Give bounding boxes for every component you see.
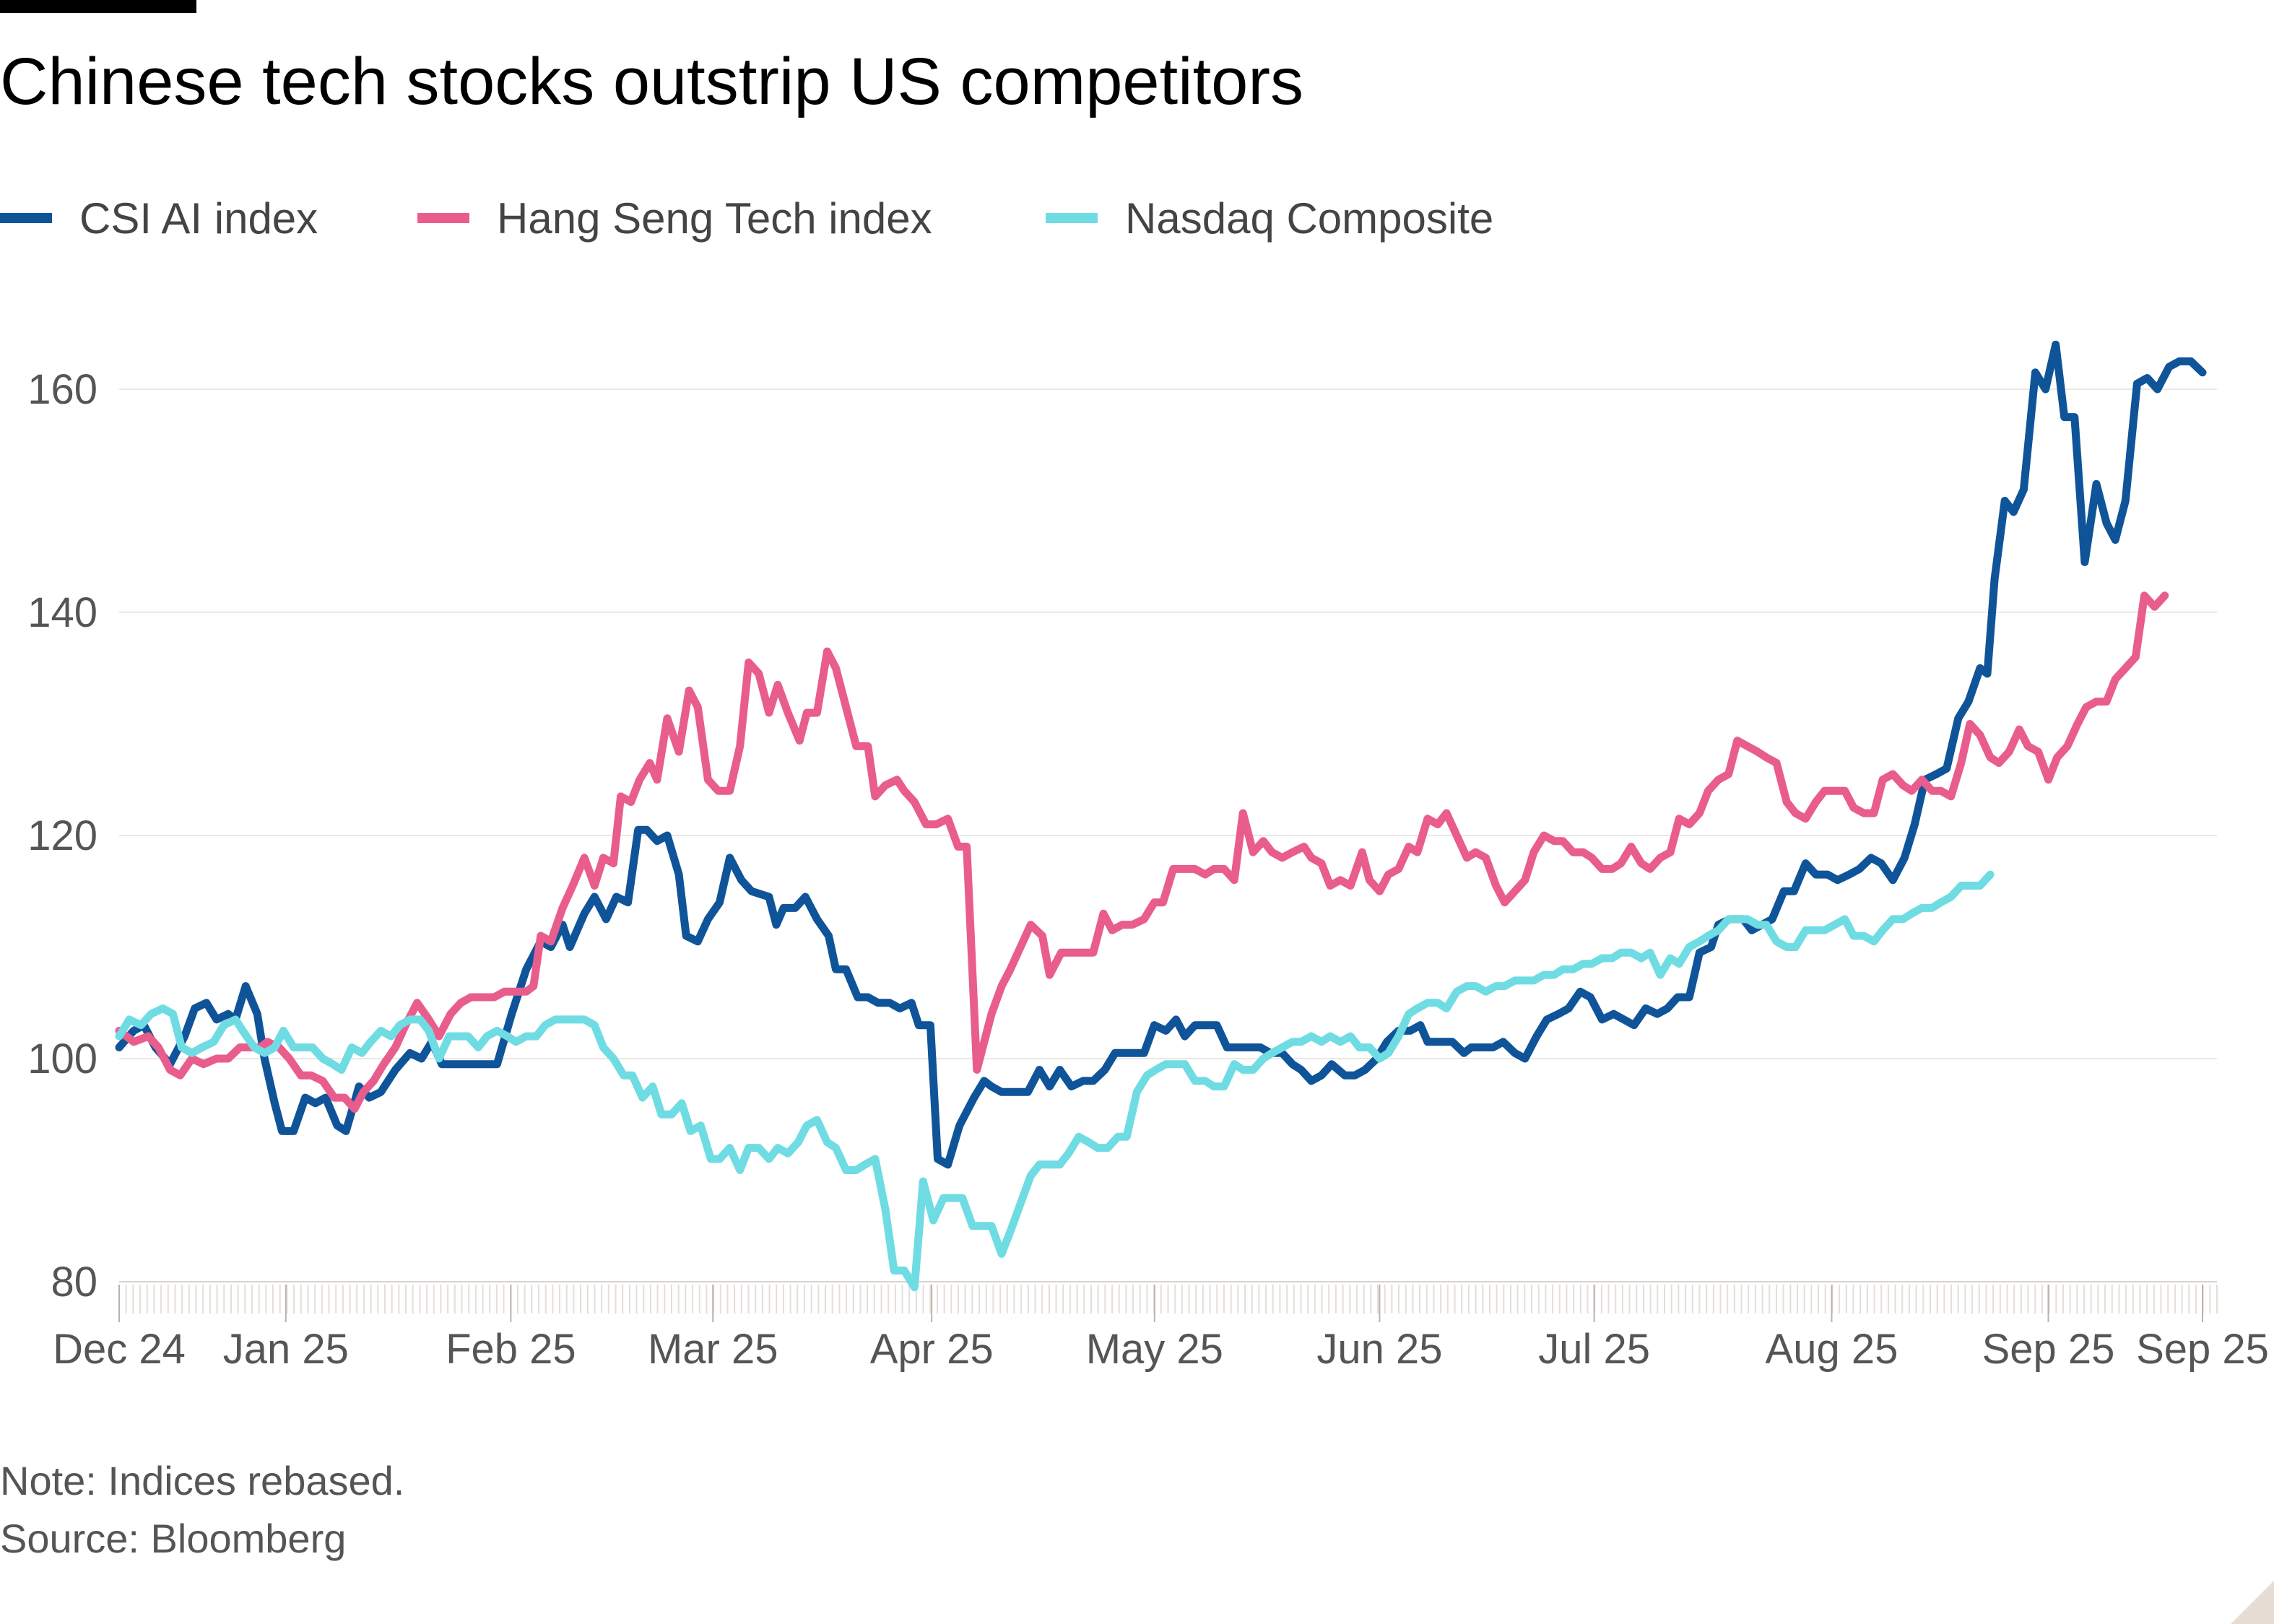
legend: CSI AI index Hang Seng Tech index Nasdaq…	[0, 189, 2274, 247]
y-tick-label-80: 80	[51, 1259, 97, 1306]
legend-label-hang-seng: Hang Seng Tech index	[497, 194, 932, 243]
y-tick-label-140: 140	[27, 589, 97, 636]
x-tick-label-10: Sep 25	[2136, 1326, 2269, 1373]
series-line-2	[115, 870, 1995, 1292]
series-line-1	[115, 591, 2169, 1113]
legend-item-hang-seng: Hang Seng Tech index	[417, 189, 932, 247]
x-tick-label-4: Apr 25	[870, 1326, 994, 1373]
legend-label-nasdaq: Nasdaq Composite	[1125, 194, 1494, 243]
brand-bar	[0, 0, 196, 13]
legend-item-csi: CSI AI index	[0, 189, 318, 247]
x-tick-label-7: Jul 25	[1538, 1326, 1650, 1373]
legend-swatch-csi	[0, 213, 52, 223]
legend-swatch-hang-seng	[417, 213, 469, 223]
y-tick-label-100: 100	[27, 1035, 97, 1082]
y-tick-label-120: 120	[27, 812, 97, 859]
x-tick-label-3: Mar 25	[648, 1326, 778, 1373]
legend-label-csi: CSI AI index	[79, 194, 318, 243]
x-tick-label-0: Dec 24	[53, 1326, 186, 1373]
x-tick-label-8: Aug 25	[1766, 1326, 1898, 1373]
x-tick-label-1: Jan 25	[223, 1326, 349, 1373]
x-tick-label-2: Feb 25	[446, 1326, 576, 1373]
series-line-0	[115, 340, 2207, 1169]
chart-title: Chinese tech stocks outstrip US competit…	[0, 45, 1303, 118]
chart-source: Source: Bloomberg	[0, 1516, 347, 1561]
x-tick-label-6: Jun 25	[1316, 1326, 1442, 1373]
line-chart: 80 100 120 140 160 Dec 24 Jan 25 Feb 25 Mar 25 Ap…	[27, 340, 2269, 1373]
legend-item-nasdaq: Nasdaq Composite	[1046, 189, 1493, 247]
x-tick-label-9: Sep 25	[1982, 1326, 2115, 1373]
corner-decoration	[2231, 1581, 2274, 1624]
y-tick-label-160: 160	[27, 366, 97, 413]
x-tick-label-5: May 25	[1086, 1326, 1223, 1373]
chart-note: Note: Indices rebased.	[0, 1458, 405, 1503]
legend-swatch-nasdaq	[1046, 213, 1098, 223]
